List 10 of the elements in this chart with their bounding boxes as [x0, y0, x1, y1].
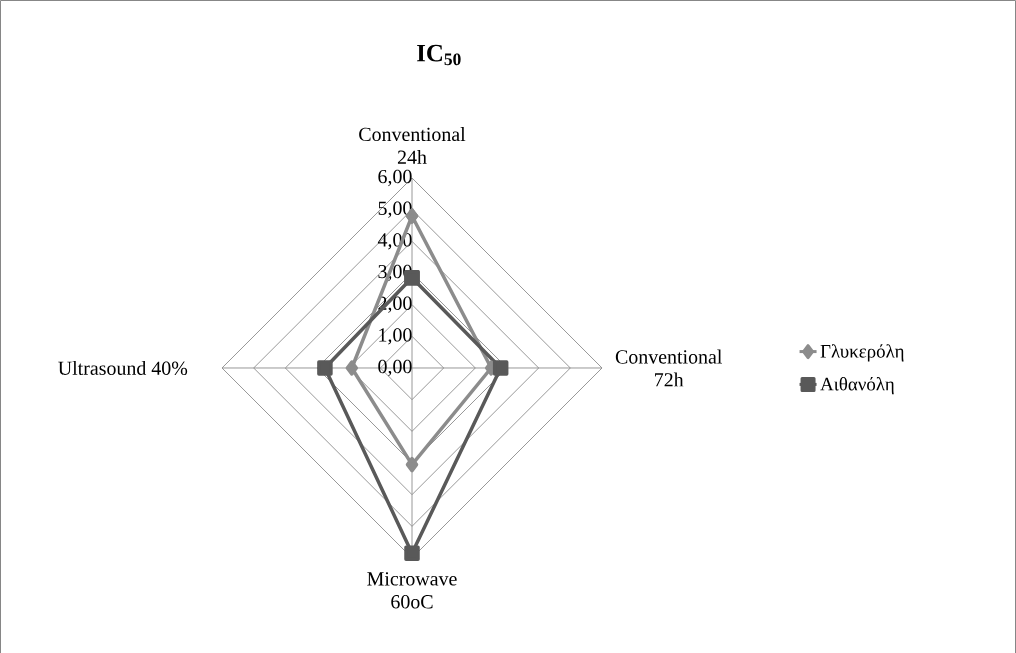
spoke-label: Ultrasound 40%	[58, 360, 188, 376]
y-tick-label: 6,00	[378, 169, 412, 187]
legend-label: Γλυκερόλη	[820, 344, 904, 362]
legend-label: Αιθανόλη	[820, 376, 894, 395]
spoke-label: Conventional 24h	[359, 127, 466, 164]
spoke-label: Conventional 72h	[615, 349, 722, 387]
y-tick-label: 0,00	[378, 359, 412, 377]
spoke-label: Microwave 60oC	[367, 572, 457, 609]
y-tick-label: 1,00	[379, 328, 412, 345]
chart-title: IC$_{50}$	[417, 44, 461, 66]
